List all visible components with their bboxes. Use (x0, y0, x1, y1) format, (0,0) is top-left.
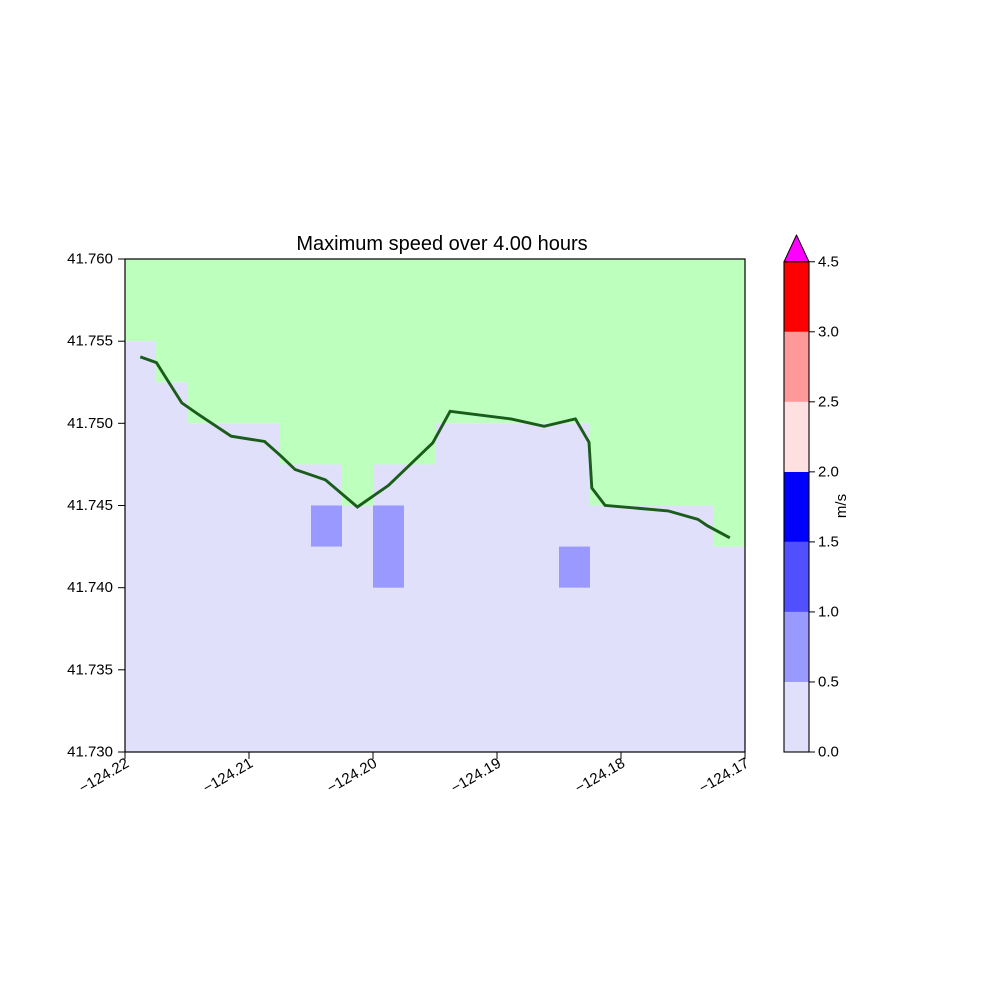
svg-text:−124.18: −124.18 (572, 755, 628, 797)
svg-text:2.0: 2.0 (818, 463, 839, 480)
svg-text:41.745: 41.745 (67, 497, 113, 514)
svg-text:41.750: 41.750 (67, 415, 113, 432)
svg-text:41.755: 41.755 (67, 333, 113, 350)
svg-text:m/s: m/s (833, 494, 850, 518)
svg-text:Maximum speed over 4.00 hours: Maximum speed over 4.00 hours (296, 233, 587, 255)
svg-text:41.735: 41.735 (67, 661, 113, 678)
svg-text:2.5: 2.5 (818, 393, 839, 410)
svg-text:0.0: 0.0 (818, 744, 839, 761)
svg-text:−124.20: −124.20 (324, 755, 380, 797)
svg-text:−124.19: −124.19 (448, 755, 504, 797)
svg-text:1.5: 1.5 (818, 533, 839, 550)
svg-text:−124.21: −124.21 (200, 755, 256, 797)
svg-text:3.0: 3.0 (818, 323, 839, 340)
svg-text:41.740: 41.740 (67, 579, 113, 596)
svg-text:0.5: 0.5 (818, 673, 839, 690)
svg-text:41.730: 41.730 (67, 744, 113, 761)
svg-text:1.0: 1.0 (818, 603, 839, 620)
svg-text:−124.22: −124.22 (76, 755, 132, 797)
svg-text:4.5: 4.5 (818, 253, 839, 270)
svg-text:41.760: 41.760 (67, 251, 113, 268)
svg-text:−124.17: −124.17 (696, 755, 752, 797)
